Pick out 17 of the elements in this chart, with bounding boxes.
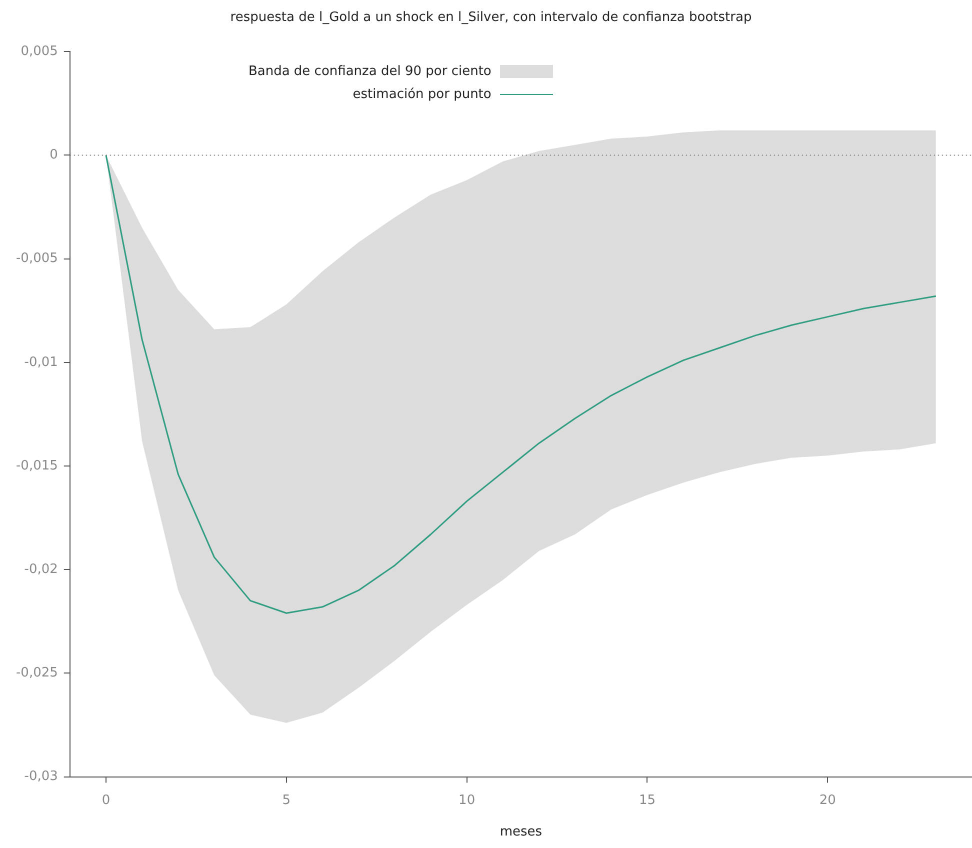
y-tick-label: -0,025 xyxy=(16,666,58,681)
x-tick-label: 20 xyxy=(819,792,836,808)
y-tick-label: -0,02 xyxy=(24,562,58,577)
y-tick-label: 0,005 xyxy=(20,44,58,59)
y-tick-label: -0,015 xyxy=(16,458,58,474)
y-tick-label: -0,03 xyxy=(24,769,58,784)
y-tick-label: 0 xyxy=(50,148,58,163)
legend-label: estimación por punto xyxy=(352,87,492,102)
x-axis-title: meses xyxy=(500,824,542,840)
annotation: Banda de confianza del 90 por ciento xyxy=(248,64,492,80)
x-tick-label: 10 xyxy=(458,792,476,808)
x-tick-label: 5 xyxy=(282,792,291,808)
y-tick-label: -0,01 xyxy=(24,354,58,370)
y-tick-label: -0,005 xyxy=(16,251,58,266)
chart-title: respuesta de l_Gold a un shock en l_Silver, con intervalo de confianza bootstrap xyxy=(230,10,752,26)
x-tick-label: 15 xyxy=(638,792,656,808)
x-tick-label: 0 xyxy=(102,792,110,808)
